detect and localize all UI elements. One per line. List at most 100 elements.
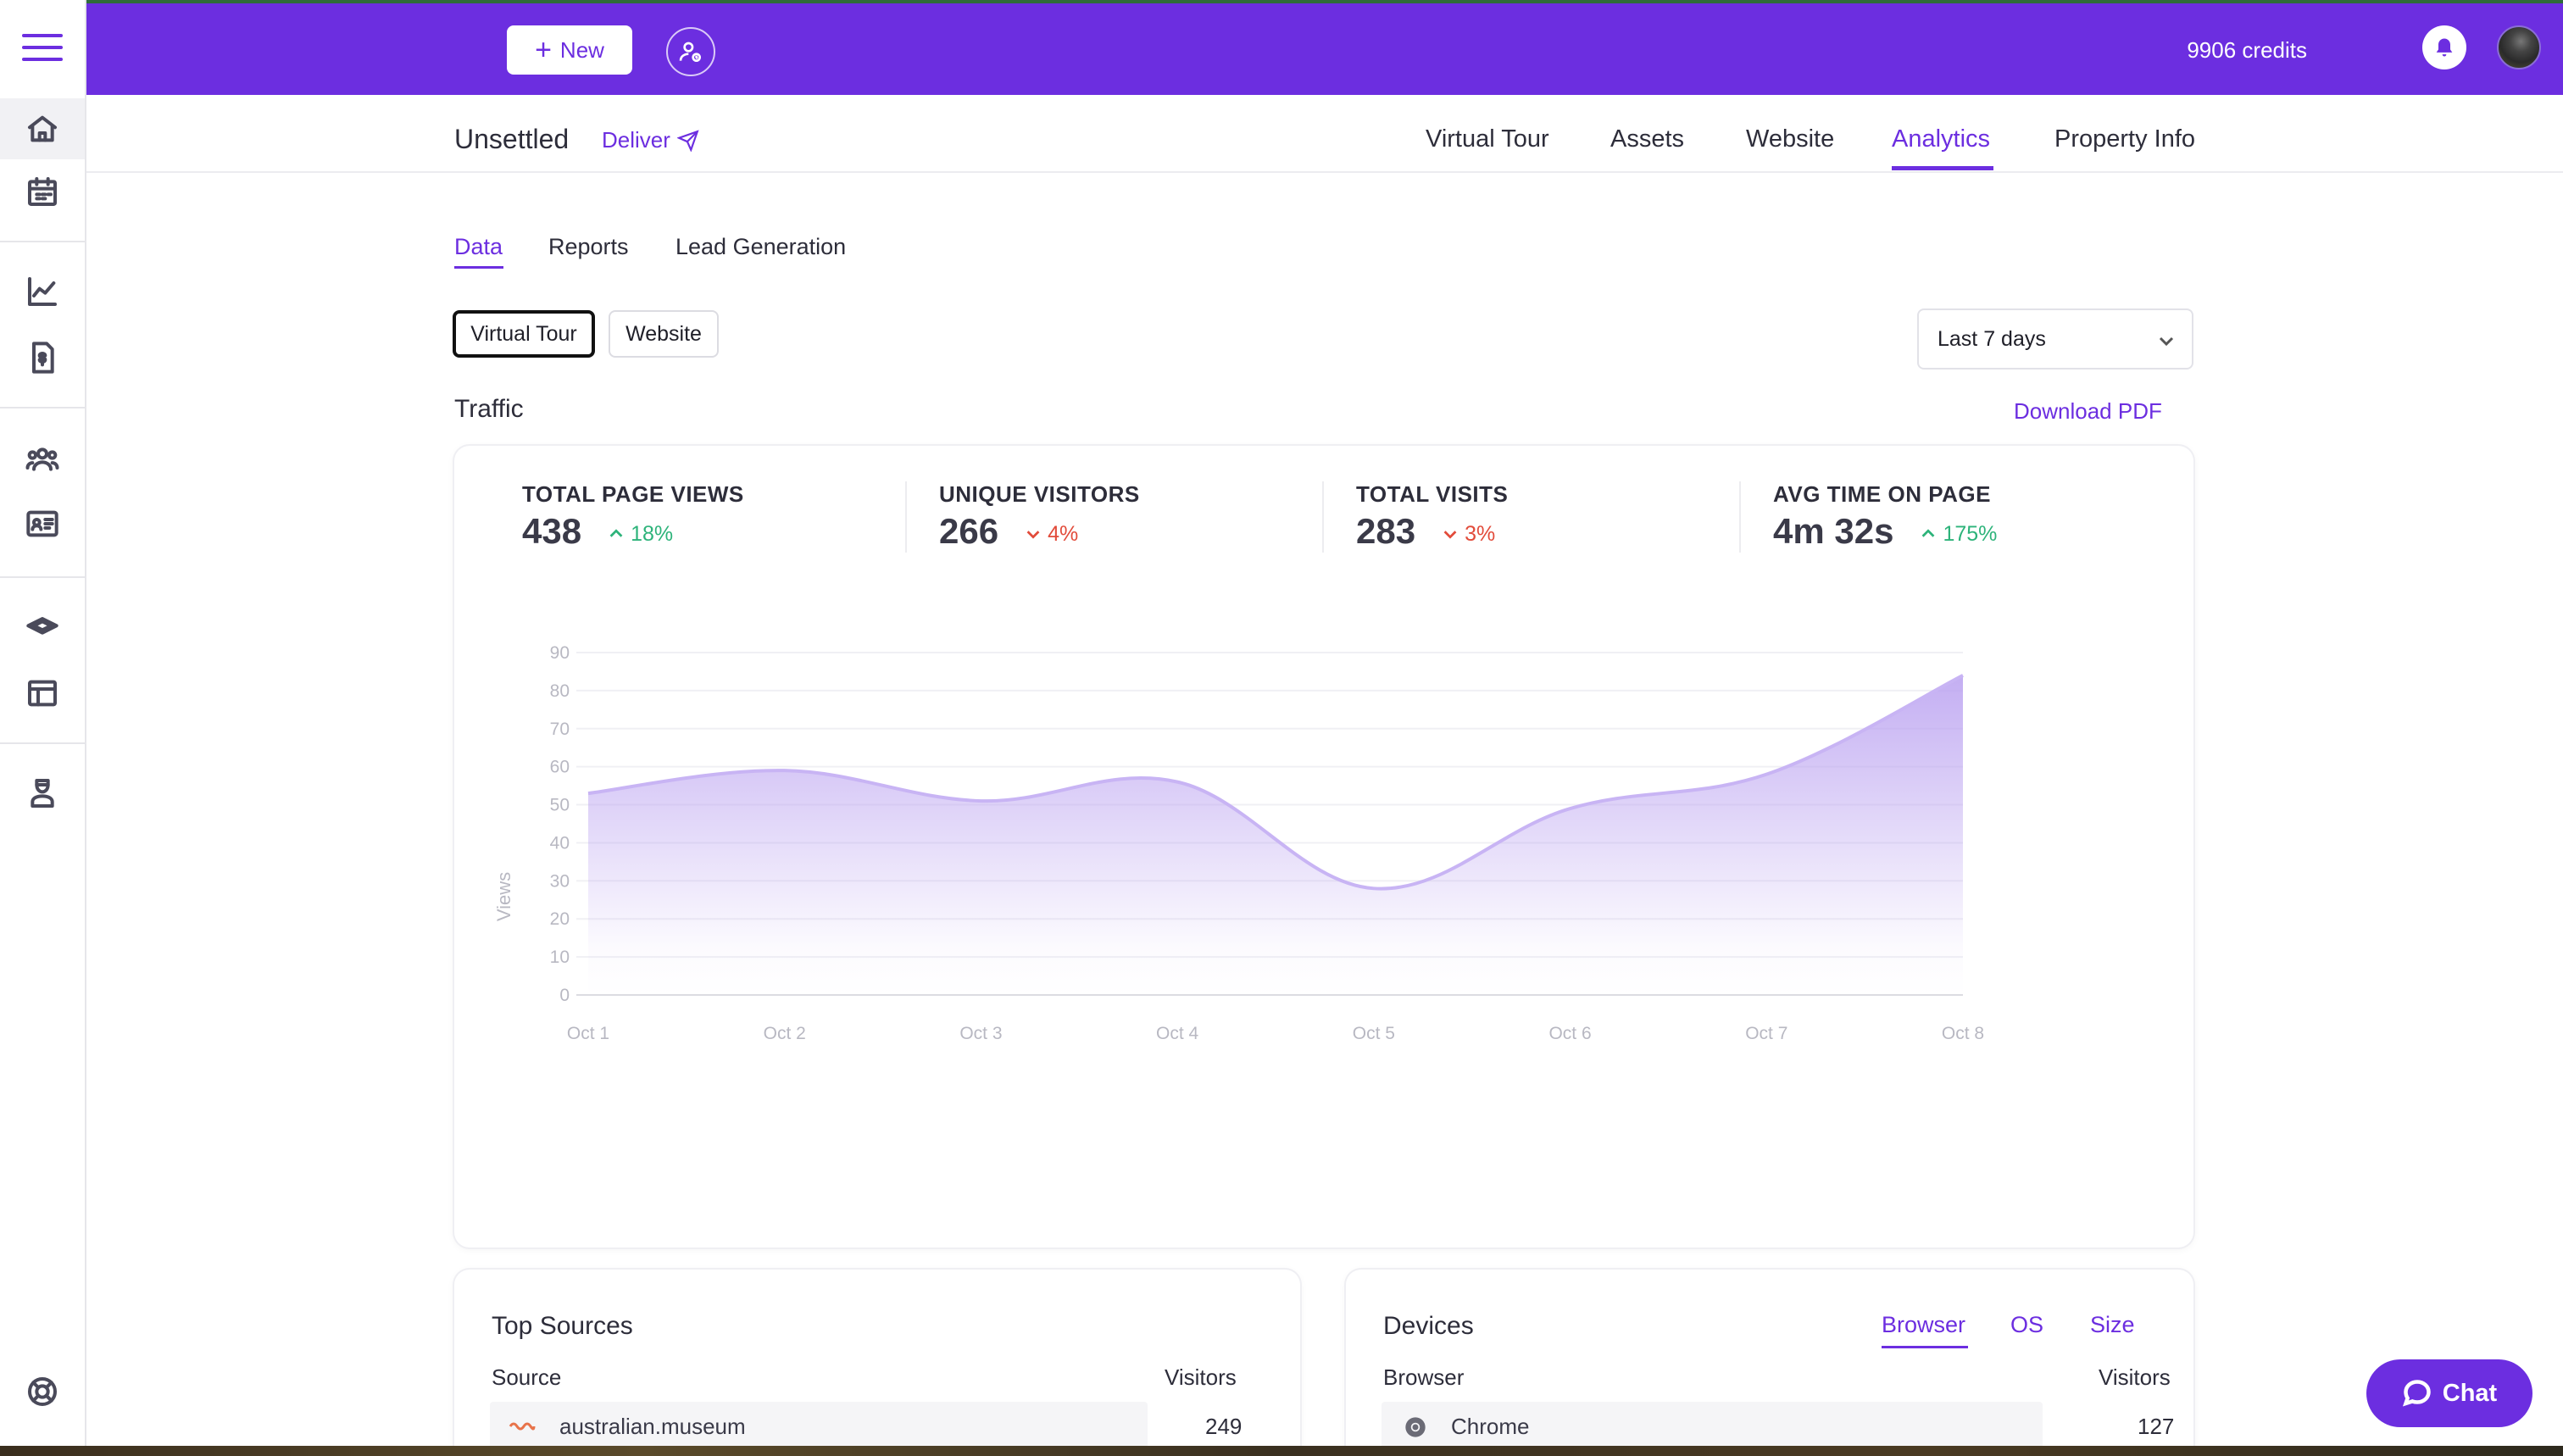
tab-analytics-underline — [1892, 166, 1993, 170]
x-tick-label: Oct 5 — [1353, 1024, 1395, 1043]
y-tick-label: 80 — [550, 681, 570, 701]
notification-bell-icon[interactable] — [2422, 25, 2466, 69]
segment-website-button[interactable]: Website — [609, 310, 719, 358]
chrome-icon — [1404, 1415, 1427, 1439]
new-button-label: New — [559, 36, 604, 63]
stat-label: TOTAL VISITS — [1356, 481, 1509, 507]
chat-bubble-icon — [2402, 1380, 2431, 1407]
y-tick-label: 90 — [550, 643, 570, 663]
tab-analytics[interactable]: Analytics — [1892, 125, 1991, 153]
stat-avg-time-on-page: AVG TIME ON PAGE 4m 32s 175% — [1773, 481, 2190, 551]
y-tick-label: 70 — [550, 720, 570, 739]
y-tick-label: 10 — [550, 948, 570, 967]
layout-icon[interactable] — [22, 673, 63, 714]
tab-property-info[interactable]: Property Info — [2054, 125, 2196, 153]
user-settings-icon[interactable] — [666, 27, 715, 76]
sidebar-active-highlight — [0, 98, 85, 159]
devices-title: Devices — [1383, 1312, 1474, 1340]
stat-change-value: 4% — [1048, 521, 1079, 546]
stat-divider — [1322, 481, 1324, 553]
y-tick-label: 50 — [550, 796, 570, 815]
x-tick-label: Oct 4 — [1156, 1024, 1199, 1043]
avatar[interactable] — [2497, 25, 2541, 69]
traffic-card: Oct 1 Oct 2 Oct 3 Oct 4 Oct 5 Oct 6 Oct 7 Oct 8… — [454, 446, 2193, 1248]
team-icon[interactable] — [22, 439, 63, 480]
col-source: Source — [492, 1364, 562, 1390]
stat-value: 4m 32s — [1773, 511, 1894, 551]
invoice-icon[interactable] — [22, 337, 63, 378]
y-tick-label: 40 — [550, 833, 570, 853]
arrow-up-icon — [1922, 529, 1935, 537]
property-title: Unsettled — [454, 124, 570, 154]
wave-icon — [509, 1419, 536, 1434]
x-tick-label: Oct 1 — [567, 1024, 609, 1043]
col-browser: Browser — [1383, 1364, 1465, 1390]
stat-unique-visitors: UNIQUE VISITORS 266 4% — [939, 481, 1356, 551]
credits-count: 9906 credits — [2187, 37, 2307, 63]
send-icon — [676, 129, 699, 152]
date-range-value: Last 7 days — [1938, 326, 2046, 351]
main-tabs: Virtual Tour Assets Website Analytics Pr… — [86, 125, 2563, 173]
agent-icon[interactable] — [22, 773, 63, 814]
stat-change: 4% — [1024, 522, 1078, 547]
deliver-link[interactable]: Deliver — [602, 127, 699, 153]
line-chart-icon[interactable] — [22, 271, 63, 312]
stat-divider — [905, 481, 907, 553]
deliver-label: Deliver — [602, 127, 670, 153]
x-tick-label: Oct 8 — [1942, 1024, 1984, 1043]
property-header: Unsettled Deliver Virtual Tour Assets We… — [86, 95, 2563, 173]
subtab-lead-generation[interactable]: Lead Generation — [675, 234, 847, 259]
stat-value: 266 — [939, 511, 999, 551]
col-visitors: Visitors — [2099, 1364, 2171, 1390]
stat-label: TOTAL PAGE VIEWS — [522, 481, 744, 507]
download-pdf-link[interactable]: Download PDF — [2014, 398, 2162, 424]
source-name: australian.museum — [559, 1414, 746, 1439]
new-button[interactable]: + New — [507, 25, 632, 75]
tab-virtual-tour[interactable]: Virtual Tour — [1426, 125, 1549, 153]
y-tick-label: 0 — [559, 986, 570, 1005]
calendar-icon[interactable] — [22, 171, 63, 212]
subtab-reports[interactable]: Reports — [548, 234, 629, 259]
tab-assets[interactable]: Assets — [1610, 125, 1685, 153]
y-tick-label: 20 — [550, 909, 570, 929]
stat-label: UNIQUE VISITORS — [939, 481, 1140, 507]
stat-change: 18% — [607, 522, 673, 547]
tab-os[interactable]: OS — [2010, 1312, 2044, 1337]
chevron-down-icon — [2159, 336, 2174, 347]
source-visitors: 249 — [1205, 1414, 1243, 1439]
subtab-data[interactable]: Data — [454, 234, 503, 259]
stat-change: 175% — [1919, 522, 1997, 547]
tab-size[interactable]: Size — [2090, 1312, 2135, 1337]
chat-button[interactable]: Chat — [2366, 1359, 2532, 1427]
layers-icon[interactable] — [22, 607, 63, 647]
col-visitors: Visitors — [1165, 1364, 1237, 1390]
stat-value: 438 — [522, 511, 582, 551]
table-row[interactable] — [1382, 1402, 2043, 1451]
chat-label: Chat — [2442, 1379, 2498, 1407]
stat-change-value: 3% — [1465, 521, 1496, 546]
top-bar: + New 9906 credits — [86, 0, 2563, 95]
tab-website[interactable]: Website — [1746, 125, 1835, 153]
table-row[interactable] — [490, 1402, 1148, 1451]
stat-label: AVG TIME ON PAGE — [1773, 481, 1991, 507]
stat-total-page-views: TOTAL PAGE VIEWS 438 18% — [522, 481, 939, 551]
home-icon[interactable] — [22, 108, 63, 149]
x-tick-label: Oct 2 — [764, 1024, 806, 1043]
background-strip — [0, 1446, 2563, 1456]
help-icon[interactable] — [22, 1371, 63, 1412]
stat-change: 3% — [1441, 522, 1495, 547]
stat-divider — [1739, 481, 1741, 553]
stat-value: 283 — [1356, 511, 1416, 551]
segment-virtual-tour-button[interactable]: Virtual Tour — [453, 310, 595, 358]
subtab-data-underline — [454, 266, 503, 269]
stat-change-value: 175% — [1943, 521, 1998, 546]
top-sources-card: Top Sources Source Visitors australian.m… — [454, 1270, 1300, 1456]
hamburger-menu-icon[interactable] — [22, 31, 63, 64]
tab-browser[interactable]: Browser — [1882, 1312, 1966, 1337]
date-range-select[interactable]: Last 7 days — [1917, 308, 2193, 370]
top-sources-title: Top Sources — [492, 1312, 633, 1340]
sidebar-divider — [0, 241, 85, 242]
arrow-down-icon — [1443, 531, 1457, 539]
stat-change-value: 18% — [631, 521, 674, 546]
contact-card-icon[interactable] — [22, 503, 63, 544]
